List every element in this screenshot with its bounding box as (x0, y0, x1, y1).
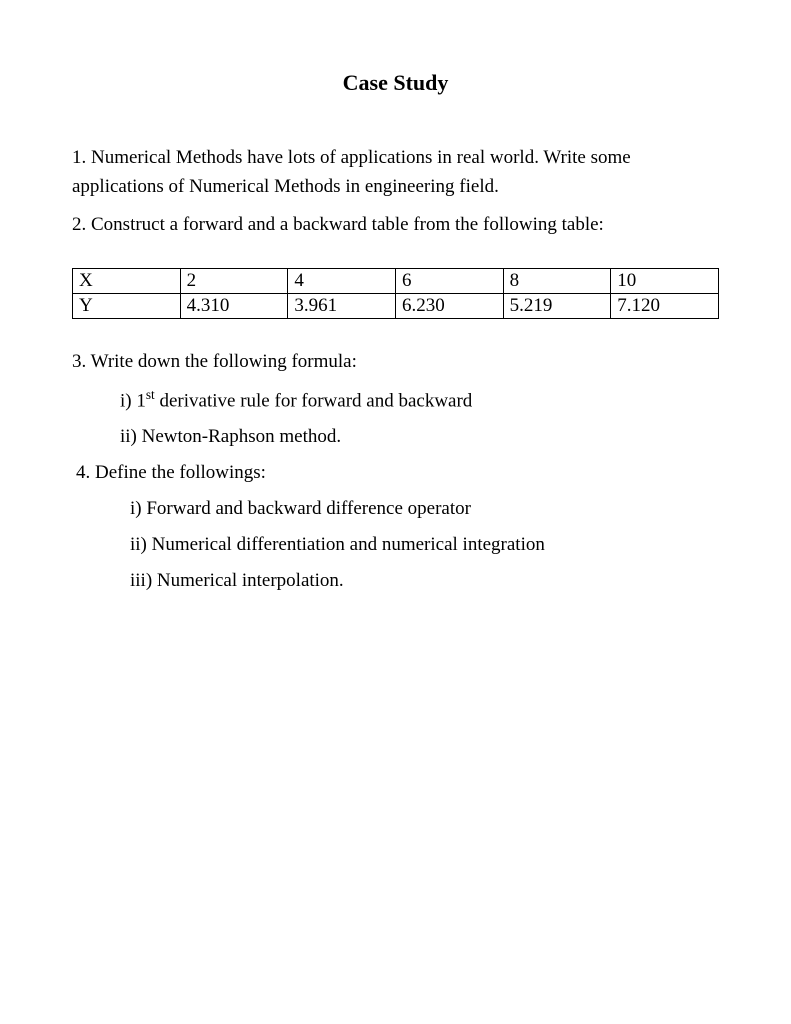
question-3-i: i) 1st derivative rule for forward and b… (120, 387, 719, 412)
question-3-ii: ii) Newton-Raphson method. (120, 426, 719, 448)
question-4: 4. Define the followings: (76, 462, 719, 484)
question-4-iii: iii) Numerical interpolation. (130, 570, 719, 592)
table-cell: X (73, 268, 181, 293)
question-1: 1. Numerical Methods have lots of applic… (72, 144, 719, 201)
question-3: 3. Write down the following formula: (72, 351, 719, 373)
table-row: Y 4.310 3.961 6.230 5.219 7.120 (73, 293, 719, 318)
q3-i-superscript: st (146, 387, 155, 402)
question-2: 2. Construct a forward and a backward ta… (72, 211, 719, 240)
table-cell: 10 (611, 268, 719, 293)
table-cell: Y (73, 293, 181, 318)
table-row: X 2 4 6 8 10 (73, 268, 719, 293)
table-cell: 4 (288, 268, 396, 293)
table-cell: 7.120 (611, 293, 719, 318)
table-cell: 2 (180, 268, 288, 293)
table-cell: 8 (503, 268, 611, 293)
q3-i-suffix: derivative rule for forward and backward (155, 390, 473, 411)
question-4-ii: ii) Numerical differentiation and numeri… (130, 534, 719, 556)
document-page: Case Study 1. Numerical Methods have lot… (0, 0, 791, 592)
table-cell: 4.310 (180, 293, 288, 318)
page-title: Case Study (72, 70, 719, 96)
question-4-i: i) Forward and backward difference opera… (130, 498, 719, 520)
table-cell: 3.961 (288, 293, 396, 318)
xy-data-table: X 2 4 6 8 10 Y 4.310 3.961 6.230 5.219 7… (72, 268, 719, 319)
table-cell: 5.219 (503, 293, 611, 318)
table-cell: 6 (395, 268, 503, 293)
q3-i-prefix: i) 1 (120, 390, 146, 411)
table-cell: 6.230 (395, 293, 503, 318)
